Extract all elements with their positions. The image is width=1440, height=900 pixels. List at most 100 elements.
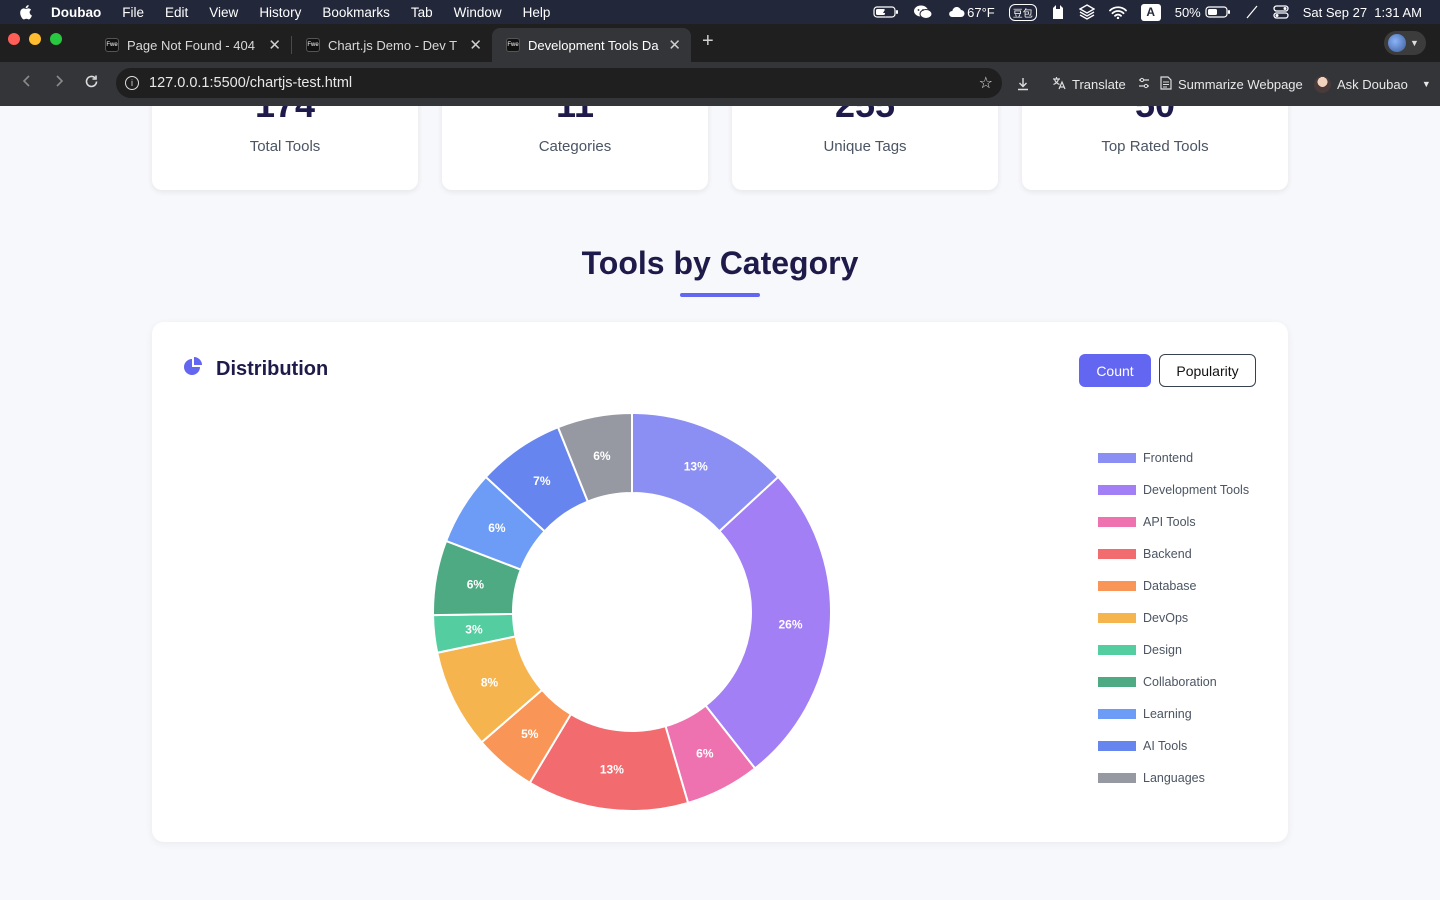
tab-title: Page Not Found - 404 xyxy=(127,37,255,53)
slice-percent-label: 13% xyxy=(684,459,708,473)
profile-menu-button[interactable]: ▼ xyxy=(1384,31,1426,55)
stat-label: Categories xyxy=(538,138,612,155)
close-window-button[interactable] xyxy=(8,33,20,45)
stat-label: Total Tools xyxy=(249,138,321,155)
legend-label: Design xyxy=(1143,643,1182,657)
translate-label: Translate xyxy=(1072,76,1126,92)
reload-icon[interactable] xyxy=(84,74,99,94)
legend-swatch xyxy=(1098,741,1136,751)
legend-label: DevOps xyxy=(1143,611,1189,625)
menu-tab[interactable]: Tab xyxy=(410,4,433,20)
summarize-label: Summarize Webpage xyxy=(1178,76,1303,92)
distribution-card: Distribution Count Popularity 13% 26% 6% 13… xyxy=(152,322,1288,842)
battery-charging-icon[interactable] xyxy=(873,5,899,19)
legend-item[interactable]: Languages xyxy=(1098,762,1249,794)
menu-edit[interactable]: Edit xyxy=(165,4,189,20)
chevron-down-icon[interactable]: ▼ xyxy=(1421,79,1431,89)
popularity-toggle-button[interactable]: Popularity xyxy=(1159,354,1256,387)
legend-item[interactable]: Collaboration xyxy=(1098,666,1249,698)
slice-percent-label: 8% xyxy=(481,676,499,690)
legend-item[interactable]: Backend xyxy=(1098,538,1249,570)
menu-window[interactable]: Window xyxy=(453,4,502,20)
legend-item[interactable]: AI Tools xyxy=(1098,730,1249,762)
browser-tab[interactable]: Fwe Page Not Found - 404 ✕ xyxy=(91,28,291,62)
legend-item[interactable]: Frontend xyxy=(1098,442,1249,474)
bookmark-star-icon[interactable]: ☆ xyxy=(978,75,993,92)
doughnut-slice[interactable] xyxy=(704,475,832,770)
menu-app-doubao[interactable]: Doubao xyxy=(51,4,102,20)
legend-swatch xyxy=(1098,773,1136,783)
legend-item[interactable]: DevOps xyxy=(1098,602,1249,634)
legend-label: Development Tools xyxy=(1143,483,1250,497)
pen-slash-icon[interactable] xyxy=(1245,5,1259,19)
tab-title: Chart.js Demo - Dev T xyxy=(328,37,458,53)
apple-icon[interactable] xyxy=(19,4,35,20)
menu-bookmarks[interactable]: Bookmarks xyxy=(322,4,390,20)
category-doughnut-chart[interactable]: 13% 26% 6% 13% 5% 8% 3% 6% 6% 7% 6% xyxy=(422,402,842,822)
pie-chart-icon xyxy=(182,356,204,383)
legend-item[interactable]: Development Tools xyxy=(1098,474,1249,506)
slice-percent-label: 6% xyxy=(696,746,714,760)
legend-swatch xyxy=(1098,709,1136,719)
url-text[interactable]: 127.0.0.1:5500/chartjs-test.html xyxy=(149,75,353,91)
stat-label: Top Rated Tools xyxy=(1101,138,1209,155)
ask-doubao-button[interactable]: Ask Doubao ▼ xyxy=(1314,62,1431,106)
menu-help[interactable]: Help xyxy=(522,4,551,20)
title-underline xyxy=(680,293,760,297)
new-tab-plus-icon[interactable]: + xyxy=(702,30,714,52)
tab-title: Development Tools Da xyxy=(528,37,659,53)
close-tab-icon[interactable]: ✕ xyxy=(668,36,681,54)
control-center-icon[interactable] xyxy=(1273,5,1289,19)
legend-item[interactable]: Database xyxy=(1098,570,1249,602)
legend-item[interactable]: Learning xyxy=(1098,698,1249,730)
tab-divider xyxy=(291,36,292,54)
avatar xyxy=(1388,34,1406,52)
battery-icon[interactable] xyxy=(1205,5,1231,19)
count-toggle-button[interactable]: Count xyxy=(1079,354,1151,387)
wechat-icon[interactable] xyxy=(913,4,933,20)
legend-item[interactable]: API Tools xyxy=(1098,506,1249,538)
slice-percent-label: 5% xyxy=(521,727,539,741)
weather-cloud-icon[interactable] xyxy=(947,6,965,18)
translate-settings-icon[interactable] xyxy=(1138,77,1150,92)
legend-swatch xyxy=(1098,517,1136,527)
ask-doubao-label: Ask Doubao xyxy=(1337,76,1408,92)
menu-file[interactable]: File xyxy=(122,4,145,20)
download-icon[interactable] xyxy=(1016,62,1030,106)
section-title: Tools by Category xyxy=(581,245,859,281)
cat-app-icon[interactable] xyxy=(1051,4,1065,20)
address-bar[interactable]: i 127.0.0.1:5500/chartjs-test.html ☆ xyxy=(116,68,1002,98)
legend-swatch xyxy=(1098,581,1136,591)
wifi-icon[interactable] xyxy=(1108,5,1127,19)
slice-percent-label: 6% xyxy=(593,449,611,463)
stat-value: 255 xyxy=(732,106,998,126)
menu-view[interactable]: View xyxy=(209,4,239,20)
forward-arrow-icon[interactable] xyxy=(52,74,66,93)
legend-label: Backend xyxy=(1143,547,1192,561)
doubao-ime-badge[interactable]: 豆包 xyxy=(1008,3,1037,21)
legend-swatch xyxy=(1098,645,1136,655)
zoom-window-button[interactable] xyxy=(50,33,62,45)
doughnut-slice[interactable] xyxy=(556,411,633,503)
legend-item[interactable]: Design xyxy=(1098,634,1249,666)
site-info-icon[interactable]: i xyxy=(125,76,139,90)
translate-button[interactable]: Translate xyxy=(1052,62,1150,106)
card-header: Distribution xyxy=(182,356,328,383)
menu-history[interactable]: History xyxy=(259,4,302,20)
close-tab-icon[interactable]: ✕ xyxy=(268,36,281,54)
minimize-window-button[interactable] xyxy=(29,33,41,45)
clock-datetime[interactable]: Sat Sep 27 1:31 AM xyxy=(1302,4,1422,20)
layers-icon[interactable] xyxy=(1078,4,1095,20)
summarize-webpage-button[interactable]: Summarize Webpage xyxy=(1160,62,1303,106)
input-source-badge[interactable]: A xyxy=(1140,3,1161,21)
chevron-down-icon: ▼ xyxy=(1410,38,1419,48)
back-arrow-icon[interactable] xyxy=(20,74,34,93)
translate-icon xyxy=(1052,76,1066,93)
legend-label: Database xyxy=(1143,579,1197,593)
legend-swatch xyxy=(1098,613,1136,623)
browser-tab[interactable]: Fwe Chart.js Demo - Dev T ✕ xyxy=(292,28,492,62)
legend-swatch xyxy=(1098,453,1136,463)
close-tab-icon[interactable]: ✕ xyxy=(469,36,482,54)
browser-tab-active[interactable]: Fwe Development Tools Da ✕ xyxy=(492,28,691,62)
legend-swatch xyxy=(1098,485,1136,495)
